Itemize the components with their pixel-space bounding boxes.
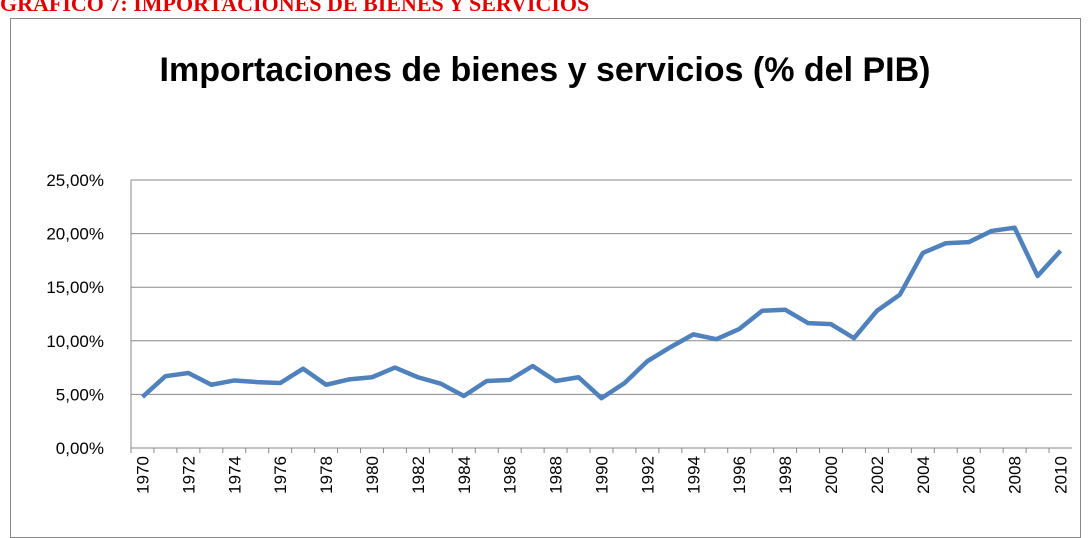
x-tick-label: 1972 [179,456,198,494]
x-tick-label: 1986 [501,456,520,494]
x-tick-label: 1990 [593,456,612,494]
x-tick-label: 2006 [960,456,979,494]
line [140,225,1063,401]
x-tick-label: 1984 [455,456,474,494]
x-tick-label: 1992 [638,456,657,494]
caption: GRÁFICO 7: IMPORTACIONES DE BIENES Y SER… [0,0,590,16]
x-tick-label: 1970 [133,456,152,494]
x-tick-label: 1988 [547,456,566,494]
x-tick-label: 1980 [363,456,382,494]
chart-title: Importaciones de bienes y servicios (% d… [159,51,931,89]
x-tick-label: 2000 [822,456,841,494]
x-tick-label: 1974 [225,456,244,494]
y-tick-label: 0,00% [56,439,104,458]
y-tick-label: 10,00% [46,332,104,351]
x-tick-label: 2008 [1006,456,1025,494]
y-tick-label: 15,00% [46,278,104,297]
x-tick-label: 1994 [684,456,703,494]
x-tick-label: 2002 [868,456,887,494]
x-tick-label: 1996 [730,456,749,494]
y-tick-label: 25,00% [46,171,104,190]
x-tick-label: 1976 [271,456,290,494]
x-tick-label: 1978 [317,456,336,494]
y-tick-label: 20,00% [46,225,104,244]
x-tick-label: 2004 [914,456,933,494]
y-tick-label: 5,00% [56,385,104,404]
x-tick-label: 1982 [409,456,428,494]
x-tick-label: 1998 [776,456,795,494]
x-tick-label: 2010 [1052,456,1071,494]
